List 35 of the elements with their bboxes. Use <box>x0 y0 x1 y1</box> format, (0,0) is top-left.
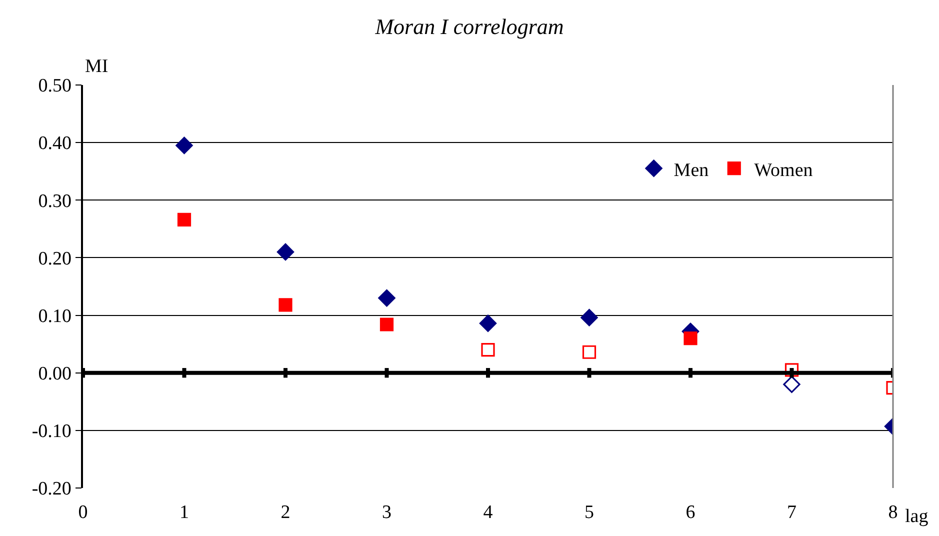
point <box>481 343 495 357</box>
legend-label: Men <box>674 160 710 181</box>
x-tick-label: 0 <box>78 502 88 523</box>
y-tick-label: 0.30 <box>38 190 72 212</box>
x-tick-label: 4 <box>483 502 494 523</box>
y-tick-label: 0.20 <box>38 248 72 270</box>
y-tick-label: 0.10 <box>38 306 72 327</box>
x-tick-label: 7 <box>787 502 796 523</box>
x-tick-label: 6 <box>686 502 696 523</box>
legend-label: Women <box>754 160 814 181</box>
point <box>783 376 800 393</box>
y-axis-title: MI <box>85 56 108 77</box>
point <box>378 289 396 307</box>
point <box>176 136 193 154</box>
point <box>784 363 799 377</box>
point <box>278 298 292 312</box>
point <box>177 212 192 227</box>
point <box>276 243 294 261</box>
x-tick-label: 2 <box>280 502 290 523</box>
y-tick-label: 0.40 <box>38 133 72 154</box>
x-tick-label: 8 <box>888 502 898 523</box>
x-tick-label: 3 <box>382 502 392 523</box>
point <box>580 308 598 326</box>
y-tick-label: 0.50 <box>38 76 72 97</box>
y-tick-label: 0.00 <box>38 364 72 385</box>
x-tick-label: 1 <box>180 502 189 523</box>
x-axis-title: lag <box>905 506 929 527</box>
point <box>684 332 698 346</box>
y-tick-label: -0.20 <box>32 478 72 500</box>
point <box>380 318 394 332</box>
point <box>479 314 497 332</box>
y-tick-label: -0.10 <box>32 421 72 442</box>
point <box>582 345 596 359</box>
chart-title: Moran I correlogram <box>374 14 564 40</box>
x-tick-label: 5 <box>584 502 594 523</box>
